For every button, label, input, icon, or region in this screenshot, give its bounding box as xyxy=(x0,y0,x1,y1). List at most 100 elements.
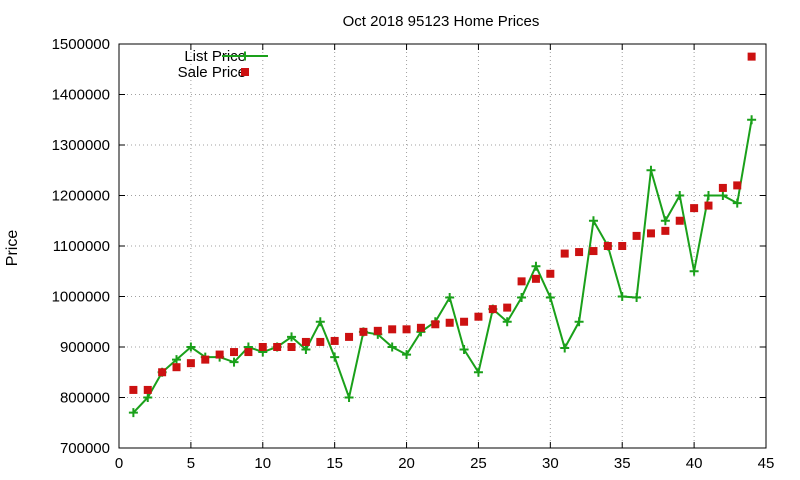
sale-price-point xyxy=(201,355,210,364)
x-tick-label: 30 xyxy=(542,455,559,472)
legend-swatch-square xyxy=(241,68,249,76)
list-price-point xyxy=(747,115,757,125)
chart-title: Oct 2018 95123 Home Prices xyxy=(343,13,540,30)
list-price-point xyxy=(689,266,699,276)
sale-price-point xyxy=(431,320,440,329)
list-price-point xyxy=(660,216,670,226)
sale-price-point xyxy=(589,247,598,256)
list-price-point xyxy=(574,317,584,327)
y-tick-label: 800000 xyxy=(60,390,110,407)
sale-price-point xyxy=(273,343,282,351)
sale-price-point xyxy=(575,248,584,257)
sale-price-point xyxy=(503,303,512,312)
list-price-point xyxy=(588,216,598,226)
x-tick-label: 20 xyxy=(398,455,415,472)
list-price-point xyxy=(287,332,297,342)
legend-label: Sale Price xyxy=(178,64,246,81)
sale-price-point xyxy=(517,277,526,286)
list-price-point xyxy=(632,293,642,303)
list-price-point xyxy=(459,345,469,355)
sale-price-point xyxy=(316,337,325,346)
sale-price-point xyxy=(603,242,612,250)
list-price-point xyxy=(703,191,713,200)
sale-price-point xyxy=(488,305,497,314)
list-price-point xyxy=(128,408,138,418)
y-axis-title: Price xyxy=(4,230,21,267)
y-tick-label: 1500000 xyxy=(52,36,110,53)
x-tick-label: 45 xyxy=(758,455,775,472)
y-tick-label: 1200000 xyxy=(52,188,110,205)
sale-price-point xyxy=(129,385,138,394)
series-0 xyxy=(128,115,757,418)
y-tick-label: 1100000 xyxy=(53,238,110,255)
list-price-point xyxy=(531,261,541,271)
series-1 xyxy=(129,52,756,394)
y-tick-label: 1300000 xyxy=(52,137,110,154)
sale-price-point xyxy=(474,312,483,321)
sale-price-point xyxy=(718,183,727,192)
sale-price-point xyxy=(186,359,195,368)
list-price-point xyxy=(732,198,742,208)
sale-price-point xyxy=(661,226,670,235)
series xyxy=(128,52,757,418)
sale-price-point xyxy=(416,323,425,332)
list-price-point xyxy=(545,293,555,303)
y-tick-label: 1000000 xyxy=(52,289,110,306)
list-price-point xyxy=(229,357,239,367)
sale-price-point xyxy=(359,327,368,336)
plot-frame xyxy=(118,43,767,449)
list-price-point xyxy=(387,342,397,352)
y-tick-label: 900000 xyxy=(60,339,110,356)
list-price-point xyxy=(301,345,311,355)
x-tick-label: 25 xyxy=(470,455,487,472)
sale-price-point xyxy=(345,332,354,341)
list-price-point xyxy=(315,317,325,327)
y-tick-label: 700000 xyxy=(60,440,110,457)
sale-price-point xyxy=(158,368,167,377)
list-price-point xyxy=(517,293,527,303)
sale-price-point xyxy=(215,350,224,359)
list-price-line xyxy=(132,119,753,414)
grid xyxy=(119,44,766,448)
sale-price-point xyxy=(402,325,411,334)
sale-price-point xyxy=(531,274,540,283)
sale-price-point xyxy=(618,242,627,250)
x-tick-label: 10 xyxy=(254,455,271,472)
x-tick-label: 0 xyxy=(115,455,123,472)
sale-price-point xyxy=(373,326,382,335)
sale-price-point xyxy=(546,269,555,278)
sale-price-point xyxy=(675,216,684,225)
sale-price-point xyxy=(244,348,253,357)
sale-price-point xyxy=(733,181,742,190)
sale-price-point xyxy=(258,343,267,351)
list-price-point xyxy=(617,292,627,301)
sale-price-point xyxy=(560,249,569,258)
x-tick-label: 5 xyxy=(187,455,195,472)
list-price-point xyxy=(402,350,412,360)
x-tick-label: 35 xyxy=(614,455,631,472)
sale-price-point xyxy=(632,231,641,240)
list-price-point xyxy=(502,317,512,327)
x-tick-label: 15 xyxy=(326,455,343,472)
list-price-point xyxy=(675,191,685,200)
list-price-point xyxy=(718,191,728,200)
list-price-point xyxy=(473,367,483,377)
list-price-point xyxy=(646,165,656,175)
sale-price-point xyxy=(301,337,310,346)
sale-price-point xyxy=(143,385,152,394)
sale-price-point xyxy=(230,348,239,357)
sale-price-point xyxy=(460,317,469,326)
y-tick-label: 1400000 xyxy=(52,87,110,104)
x-tick-label: 40 xyxy=(686,455,703,472)
list-price-point xyxy=(560,343,570,353)
list-price-point xyxy=(330,352,340,362)
axis-ticks: 0 5 10 15 20 25 30 35 40 45 700000 800000 900000 1000… xyxy=(52,36,775,472)
sale-price-point xyxy=(704,201,713,210)
sale-price-point xyxy=(172,363,181,372)
legend-label: List Price xyxy=(184,48,246,65)
sale-price-point xyxy=(330,336,339,345)
sale-price-point xyxy=(747,52,756,61)
sale-price-point xyxy=(445,318,454,327)
